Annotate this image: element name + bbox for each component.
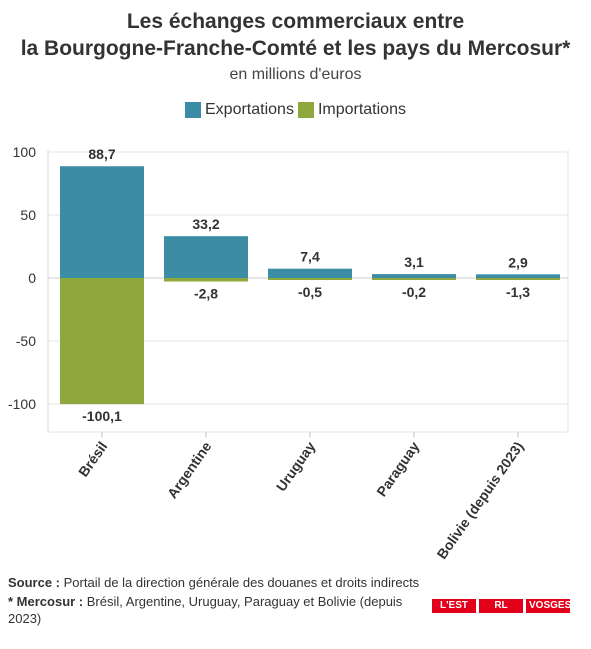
- bar-importations: [60, 278, 144, 405]
- mercosur-text: Brésil, Argentine, Uruguay, Paraguay et …: [8, 594, 403, 626]
- logo-lest: L'EST: [432, 599, 476, 613]
- source-text: Portail de la direction générale des dou…: [63, 575, 420, 590]
- data-label: 7,4: [300, 249, 320, 265]
- chart-title: Les échanges commerciaux entre la Bourgo…: [0, 8, 591, 62]
- legend-item-importations: Importations: [297, 101, 406, 119]
- bar-exportations: [372, 274, 456, 278]
- logo-rl: RL: [479, 599, 523, 613]
- source-label: Source :: [8, 575, 61, 590]
- bar-exportations: [164, 236, 248, 278]
- data-label: -1,3: [506, 284, 530, 300]
- y-tick-label: 0: [28, 270, 36, 286]
- data-label: 2,9: [508, 254, 528, 270]
- bar-importations: [372, 278, 456, 280]
- y-tick-label: -100: [8, 396, 36, 412]
- bar-exportations: [476, 274, 560, 278]
- mercosur-label: * Mercosur :: [8, 594, 84, 609]
- data-label: -2,8: [194, 286, 218, 302]
- bar-importations: [476, 278, 560, 280]
- data-label: 33,2: [192, 216, 219, 232]
- data-label: 88,7: [88, 146, 115, 162]
- data-label: -100,1: [82, 408, 122, 424]
- y-tick-label: 100: [13, 144, 37, 160]
- bar-importations: [164, 278, 248, 282]
- legend-label-exportations: Exportations: [205, 101, 294, 118]
- chart-title-line-2: la Bourgogne-Franche-Comté et les pays d…: [20, 37, 571, 60]
- publisher-logos: L'EST RL VOSGES: [432, 599, 571, 613]
- legend: Exportations Importations: [0, 101, 591, 119]
- data-label: -0,5: [298, 284, 322, 300]
- legend-swatch-exportations: [185, 102, 201, 118]
- data-label: 3,1: [404, 254, 424, 270]
- data-label: -0,2: [402, 284, 426, 300]
- x-category-label: Uruguay: [273, 438, 319, 494]
- x-category-label: Argentine: [164, 438, 215, 501]
- bar-importations: [268, 278, 352, 280]
- legend-label-importations: Importations: [317, 101, 406, 118]
- legend-swatch-importations: [297, 102, 314, 118]
- y-tick-label: 50: [20, 207, 36, 223]
- bar-exportations: [268, 268, 352, 278]
- x-category-label: Brésil: [75, 439, 110, 480]
- mercosur-note: * Mercosur : Brésil, Argentine, Uruguay,…: [8, 593, 428, 627]
- source-note: Source : Portail de la direction général…: [8, 574, 428, 591]
- x-category-label: Paraguay: [373, 438, 422, 499]
- x-category-label: Bolivie (depuis 2023): [433, 439, 526, 562]
- chart-title-line-1: Les échanges commerciaux entre: [126, 10, 465, 33]
- bar-exportations: [60, 166, 144, 278]
- logo-vosges: VOSGES: [526, 599, 571, 613]
- chart-subtitle: en millions d'euros: [229, 66, 362, 83]
- y-tick-label: -50: [16, 333, 36, 349]
- legend-item-exportations: Exportations: [185, 101, 294, 119]
- footer: Source : Portail de la direction général…: [8, 574, 428, 629]
- bar-chart: 100 50 0 -50 -100 88,7 -100,1 Brésil 33,2 -2,8 Arg…: [8, 144, 569, 562]
